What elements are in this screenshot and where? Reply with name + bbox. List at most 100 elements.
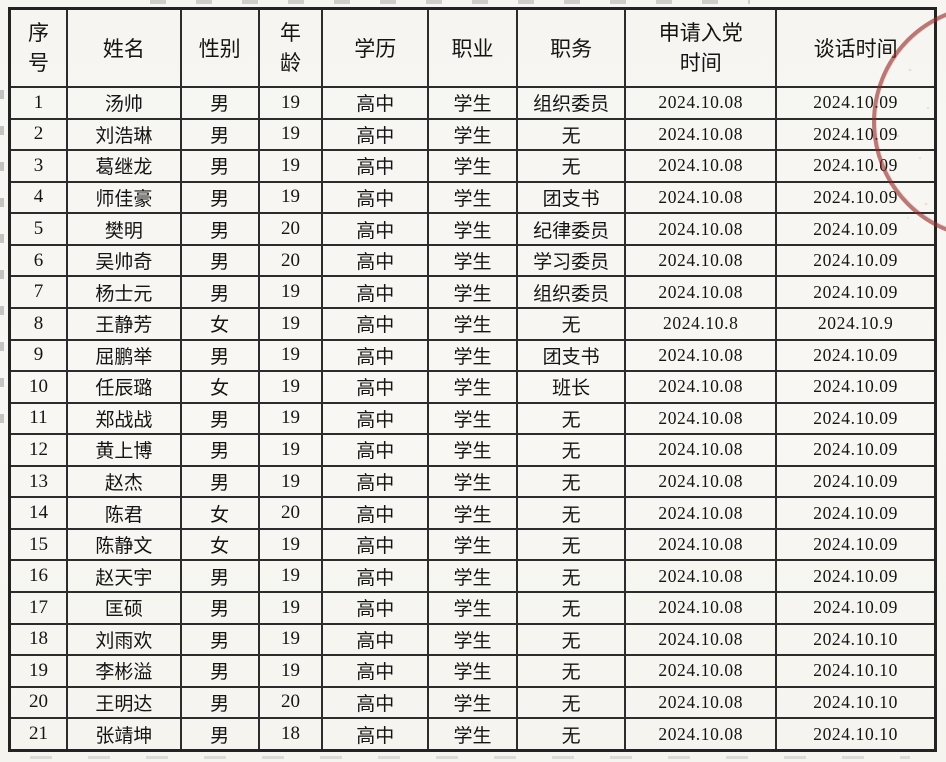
table-row: 7 杨士元 男 19 高中 学生 组织委员 2024.10.08 2024.10… xyxy=(8,275,937,309)
cell-occupation: 学生 xyxy=(427,654,518,688)
cell-position: 纪律委员 xyxy=(515,212,627,246)
col-header-position: 职务 xyxy=(515,7,627,88)
cell-age: 19 xyxy=(257,559,324,593)
cell-position: 无 xyxy=(515,717,627,752)
col-header-position-label: 职务 xyxy=(550,37,593,61)
cell-talk-date: 2024.10.09 xyxy=(775,433,937,467)
col-header-occupation-label: 职业 xyxy=(451,37,494,61)
cell-apply-date: 2024.10.08 xyxy=(624,275,778,309)
cell-talk-date: 2024.10.09 xyxy=(775,496,937,530)
cell-no: 12 xyxy=(8,433,68,467)
cell-no: 3 xyxy=(8,149,68,183)
cell-position: 无 xyxy=(515,654,627,688)
cell-occupation: 学生 xyxy=(427,527,518,562)
scan-noise-left-edge xyxy=(0,90,4,430)
table-row: 17 匡硕 男 19 高中 学生 无 2024.10.08 2024.10.09 xyxy=(8,591,937,625)
cell-name: 陈静文 xyxy=(65,527,182,562)
cell-no: 17 xyxy=(8,591,68,625)
cell-name: 汤帅 xyxy=(65,86,182,120)
col-header-education: 学历 xyxy=(321,7,430,88)
cell-talk-date: 2024.10.9 xyxy=(775,306,937,341)
cell-apply-date: 2024.10.8 xyxy=(624,306,778,341)
cell-position: 无 xyxy=(515,149,627,183)
table-body: 1 汤帅 男 19 高中 学生 组织委员 2024.10.08 2024.10.… xyxy=(8,86,937,752)
cell-gender: 男 xyxy=(179,654,260,688)
cell-gender: 男 xyxy=(179,464,260,499)
cell-education: 高中 xyxy=(321,180,430,215)
cell-no: 11 xyxy=(8,401,68,436)
cell-occupation: 学生 xyxy=(427,86,518,120)
table-row: 16 赵天宇 男 19 高中 学生 无 2024.10.08 2024.10.0… xyxy=(8,559,937,593)
cell-apply-date: 2024.10.08 xyxy=(624,527,778,562)
cell-position: 无 xyxy=(515,306,627,341)
cell-education: 高中 xyxy=(321,527,430,562)
cell-talk-date: 2024.10.09 xyxy=(775,401,937,436)
table-row: 20 王明达 男 20 高中 学生 无 2024.10.08 2024.10.1… xyxy=(8,685,937,720)
cell-name: 郑战战 xyxy=(65,401,182,436)
table-row: 13 赵杰 男 19 高中 学生 无 2024.10.08 2024.10.09 xyxy=(8,464,937,499)
cell-education: 高中 xyxy=(321,622,430,657)
cell-name: 张靖坤 xyxy=(65,717,182,752)
cell-occupation: 学生 xyxy=(427,243,518,278)
cell-name: 黄上博 xyxy=(65,433,182,467)
cell-apply-date: 2024.10.08 xyxy=(624,370,778,404)
cell-no: 16 xyxy=(8,559,68,593)
col-header-gender: 性别 xyxy=(179,7,260,88)
cell-position: 组织委员 xyxy=(515,275,627,309)
col-header-talk-date-label: 谈话时间 xyxy=(813,37,898,61)
cell-gender: 男 xyxy=(179,338,260,373)
cell-gender: 女 xyxy=(179,370,260,404)
cell-name: 赵天宇 xyxy=(65,559,182,593)
col-header-occupation: 职业 xyxy=(427,7,518,88)
cell-no: 19 xyxy=(8,654,68,688)
cell-talk-date: 2024.10.09 xyxy=(775,527,937,562)
cell-talk-date: 2024.10.10 xyxy=(775,717,937,752)
cell-position: 无 xyxy=(515,527,627,562)
cell-education: 高中 xyxy=(321,338,430,373)
cell-age: 19 xyxy=(257,275,324,309)
cell-position: 无 xyxy=(515,685,627,720)
cell-apply-date: 2024.10.08 xyxy=(624,243,778,278)
cell-gender: 男 xyxy=(179,275,260,309)
cell-gender: 男 xyxy=(179,433,260,467)
cell-name: 匡硕 xyxy=(65,591,182,625)
cell-education: 高中 xyxy=(321,591,430,625)
cell-age: 19 xyxy=(257,401,324,436)
cell-occupation: 学生 xyxy=(427,685,518,720)
party-application-interview-roster-table: 序号 姓名 性别 年龄 学历 职业 职务 申请入党时间 谈话时间 1 汤帅 男 … xyxy=(8,7,937,752)
cell-no: 2 xyxy=(8,117,68,152)
cell-education: 高中 xyxy=(321,717,430,752)
cell-age: 19 xyxy=(257,591,324,625)
cell-name: 王静芳 xyxy=(65,306,182,341)
cell-education: 高中 xyxy=(321,86,430,120)
cell-no: 10 xyxy=(8,370,68,404)
scan-noise-top xyxy=(150,0,750,4)
cell-position: 组织委员 xyxy=(515,86,627,120)
cell-gender: 男 xyxy=(179,591,260,625)
cell-age: 19 xyxy=(257,180,324,215)
table-row: 15 陈静文 女 19 高中 学生 无 2024.10.08 2024.10.0… xyxy=(8,527,937,562)
cell-name: 赵杰 xyxy=(65,464,182,499)
cell-position: 无 xyxy=(515,433,627,467)
cell-talk-date: 2024.10.09 xyxy=(775,338,937,373)
cell-gender: 男 xyxy=(179,86,260,120)
cell-no: 9 xyxy=(8,338,68,373)
cell-age: 19 xyxy=(257,117,324,152)
cell-age: 19 xyxy=(257,433,324,467)
cell-position: 无 xyxy=(515,559,627,593)
cell-occupation: 学生 xyxy=(427,180,518,215)
table-row: 21 张靖坤 男 18 高中 学生 无 2024.10.08 2024.10.1… xyxy=(8,717,937,752)
cell-name: 陈君 xyxy=(65,496,182,530)
table-row: 14 陈君 女 20 高中 学生 无 2024.10.08 2024.10.09 xyxy=(8,496,937,530)
cell-no: 5 xyxy=(8,212,68,246)
cell-name: 刘雨欢 xyxy=(65,622,182,657)
cell-occupation: 学生 xyxy=(427,401,518,436)
cell-talk-date: 2024.10.09 xyxy=(775,212,937,246)
col-header-no-label: 序号 xyxy=(27,20,49,75)
cell-age: 19 xyxy=(257,338,324,373)
cell-age: 20 xyxy=(257,496,324,530)
cell-apply-date: 2024.10.08 xyxy=(624,149,778,183)
cell-occupation: 学生 xyxy=(427,433,518,467)
cell-occupation: 学生 xyxy=(427,496,518,530)
